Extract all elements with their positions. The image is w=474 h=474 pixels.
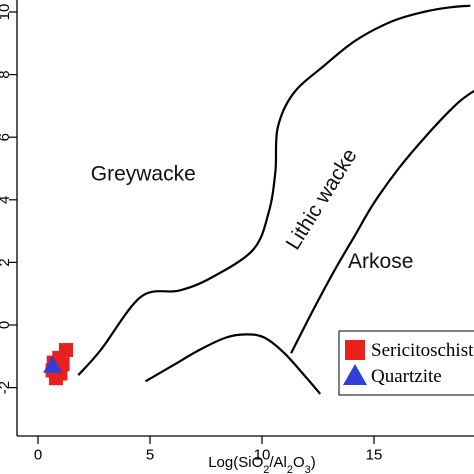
legend-square-icon xyxy=(345,340,365,360)
y-tick-label: 4 xyxy=(0,196,13,204)
x-axis-title: Log(SiO2/Al2O3) xyxy=(208,454,316,474)
y-tick-label: 8 xyxy=(0,70,13,78)
y-tick-label: 6 xyxy=(0,133,13,141)
lower-boundary xyxy=(144,333,322,395)
field-label: Arkose xyxy=(348,250,413,273)
quartzite-point xyxy=(43,355,63,373)
field-label: Greywacke xyxy=(91,162,196,185)
data-points xyxy=(43,343,73,386)
field-label: Lithic wacke xyxy=(282,145,362,254)
legend-label: Quartzite xyxy=(371,366,442,387)
x-tick-label: 0 xyxy=(34,446,42,463)
legend-label: Sericitoschist xyxy=(371,340,474,361)
y-tick-label: 0 xyxy=(0,321,13,329)
y-tick-label: -2 xyxy=(0,381,13,394)
y-tick-label: 2 xyxy=(0,258,13,266)
greywacke-lithic-boundary xyxy=(77,4,471,376)
lithic-arkose-boundary xyxy=(290,89,474,354)
y-tick-label: 10 xyxy=(0,4,13,21)
legend: Sericitoschist Quartzite xyxy=(338,330,474,396)
legend-triangle-icon xyxy=(343,364,367,385)
x-tick-label: 10 xyxy=(254,446,271,463)
x-tick-label: 15 xyxy=(366,446,383,463)
x-tick-label: 5 xyxy=(146,446,154,463)
field-boundaries xyxy=(77,4,474,395)
